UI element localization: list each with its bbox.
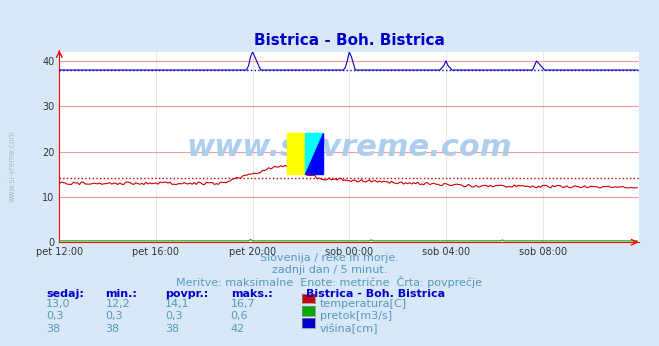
Text: pretok[m3/s]: pretok[m3/s]	[320, 311, 391, 321]
Text: 0,3: 0,3	[46, 311, 64, 321]
Text: Slovenija / reke in morje.: Slovenija / reke in morje.	[260, 253, 399, 263]
Text: 38: 38	[105, 324, 119, 334]
Text: 14,1: 14,1	[165, 299, 189, 309]
Title: Bistrica - Boh. Bistrica: Bistrica - Boh. Bistrica	[254, 33, 445, 48]
Text: 16,7: 16,7	[231, 299, 255, 309]
Text: 0,6: 0,6	[231, 311, 248, 321]
Text: zadnji dan / 5 minut.: zadnji dan / 5 minut.	[272, 265, 387, 275]
Text: višina[cm]: višina[cm]	[320, 324, 378, 334]
Text: 38: 38	[46, 324, 60, 334]
Text: maks.:: maks.:	[231, 289, 272, 299]
Text: 0,3: 0,3	[105, 311, 123, 321]
Text: min.:: min.:	[105, 289, 137, 299]
Text: povpr.:: povpr.:	[165, 289, 208, 299]
Text: Meritve: maksimalne  Enote: metrične  Črta: povprečje: Meritve: maksimalne Enote: metrične Črta…	[177, 276, 482, 288]
Text: www.si-vreme.com: www.si-vreme.com	[8, 130, 17, 202]
Text: sedaj:: sedaj:	[46, 289, 84, 299]
Polygon shape	[305, 134, 323, 174]
Text: temperatura[C]: temperatura[C]	[320, 299, 407, 309]
Text: 38: 38	[165, 324, 179, 334]
Text: 42: 42	[231, 324, 245, 334]
Text: 12,2: 12,2	[105, 299, 130, 309]
Polygon shape	[305, 134, 323, 174]
Text: 13,0: 13,0	[46, 299, 71, 309]
Text: Bistrica - Boh. Bistrica: Bistrica - Boh. Bistrica	[306, 289, 445, 299]
Text: 0,3: 0,3	[165, 311, 183, 321]
Bar	[287, 134, 305, 174]
Text: www.si-vreme.com: www.si-vreme.com	[186, 133, 512, 162]
